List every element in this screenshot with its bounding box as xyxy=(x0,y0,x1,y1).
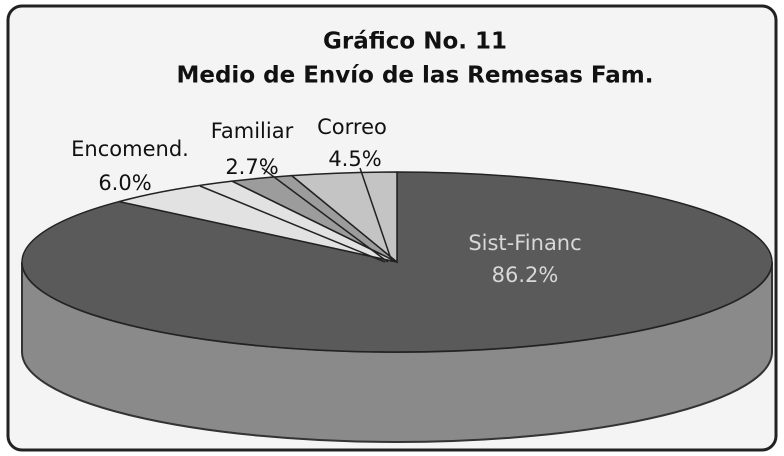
slice-label: Encomend. xyxy=(71,137,189,161)
chart-subtitle: Medio de Envío de las Remesas Fam. xyxy=(176,63,653,89)
leader-line xyxy=(261,167,389,263)
leader-line xyxy=(359,167,393,263)
chart-title: Gráfico No. 11 xyxy=(323,29,507,55)
slice-label: Correo xyxy=(317,115,387,139)
slice-value-label: 86.2% xyxy=(492,263,559,287)
slice-value-label: 2.7% xyxy=(225,155,278,179)
slice-value-label: 4.5% xyxy=(328,147,381,171)
leader-line xyxy=(199,185,386,263)
pie-slice xyxy=(118,180,398,263)
pie-slice xyxy=(289,171,398,264)
slice-label: Sist-Financ xyxy=(468,231,581,255)
slice-label: Familiar xyxy=(211,119,294,143)
slice-value-label: 6.0% xyxy=(98,171,151,195)
